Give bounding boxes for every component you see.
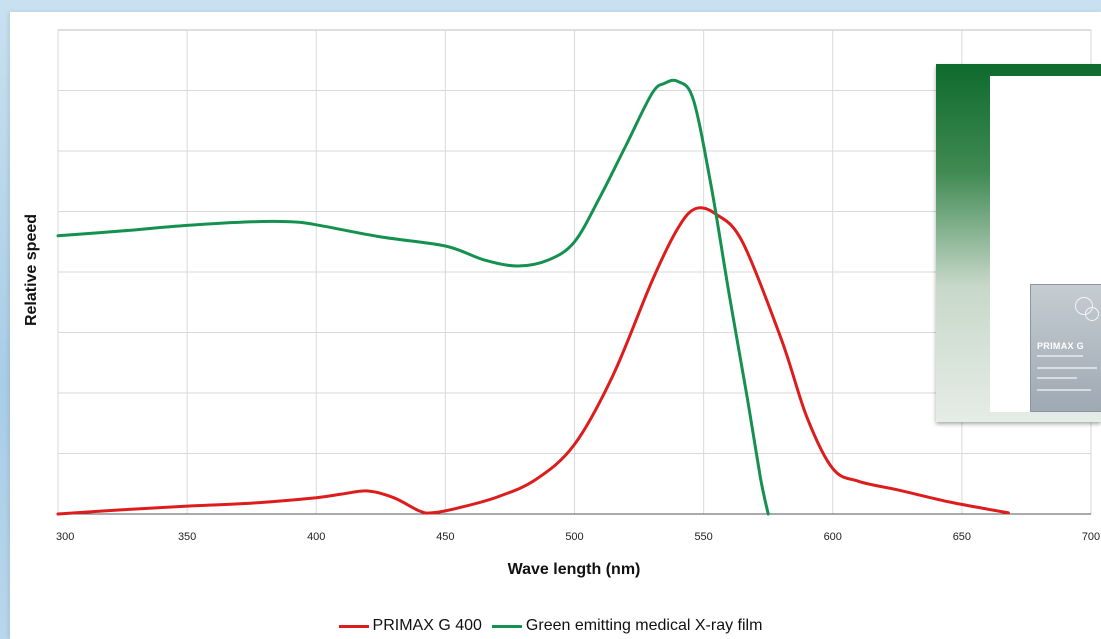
x-tick-label: 450 xyxy=(436,531,454,543)
x-tick-label: 400 xyxy=(307,531,325,543)
x-tick-label: 500 xyxy=(565,531,583,543)
y-axis-title: Relative speed xyxy=(23,214,40,326)
film-box-label: PRIMAX G xyxy=(1037,341,1084,351)
x-tick-label: 350 xyxy=(178,531,196,543)
x-tick-label: 600 xyxy=(824,531,842,543)
legend-label: PRIMAX G 400 xyxy=(372,617,482,634)
legend-label: Green emitting medical X-ray film xyxy=(525,617,763,634)
series-line-primax-g400 xyxy=(56,206,1010,516)
x-axis-title: Wave length (nm) xyxy=(508,561,641,578)
x-axis-ticks: 300 350 400 450 500 550 600 650 700 xyxy=(56,531,1100,543)
x-tick-label: 650 xyxy=(953,531,971,543)
legend-item-primax: PRIMAX G 400 xyxy=(338,617,482,635)
legend-swatch-green xyxy=(491,624,522,628)
film-box-image: PRIMAX G xyxy=(1030,284,1101,412)
legend-swatch-red xyxy=(338,624,369,628)
x-tick-label: 300 xyxy=(56,531,74,543)
x-tick-label: 550 xyxy=(694,531,712,543)
chart-series xyxy=(56,78,1010,516)
chart-legend: PRIMAX G 400 Green emitting medical X-ra… xyxy=(0,613,1101,639)
legend-item-green-film: Green emitting medical X-ray film xyxy=(491,617,763,635)
x-tick-label: 700 xyxy=(1082,531,1100,543)
series-line-green-film xyxy=(56,78,770,516)
product-photo-inset: PRIMAX G xyxy=(936,64,1101,422)
chart-grid xyxy=(57,29,1092,515)
